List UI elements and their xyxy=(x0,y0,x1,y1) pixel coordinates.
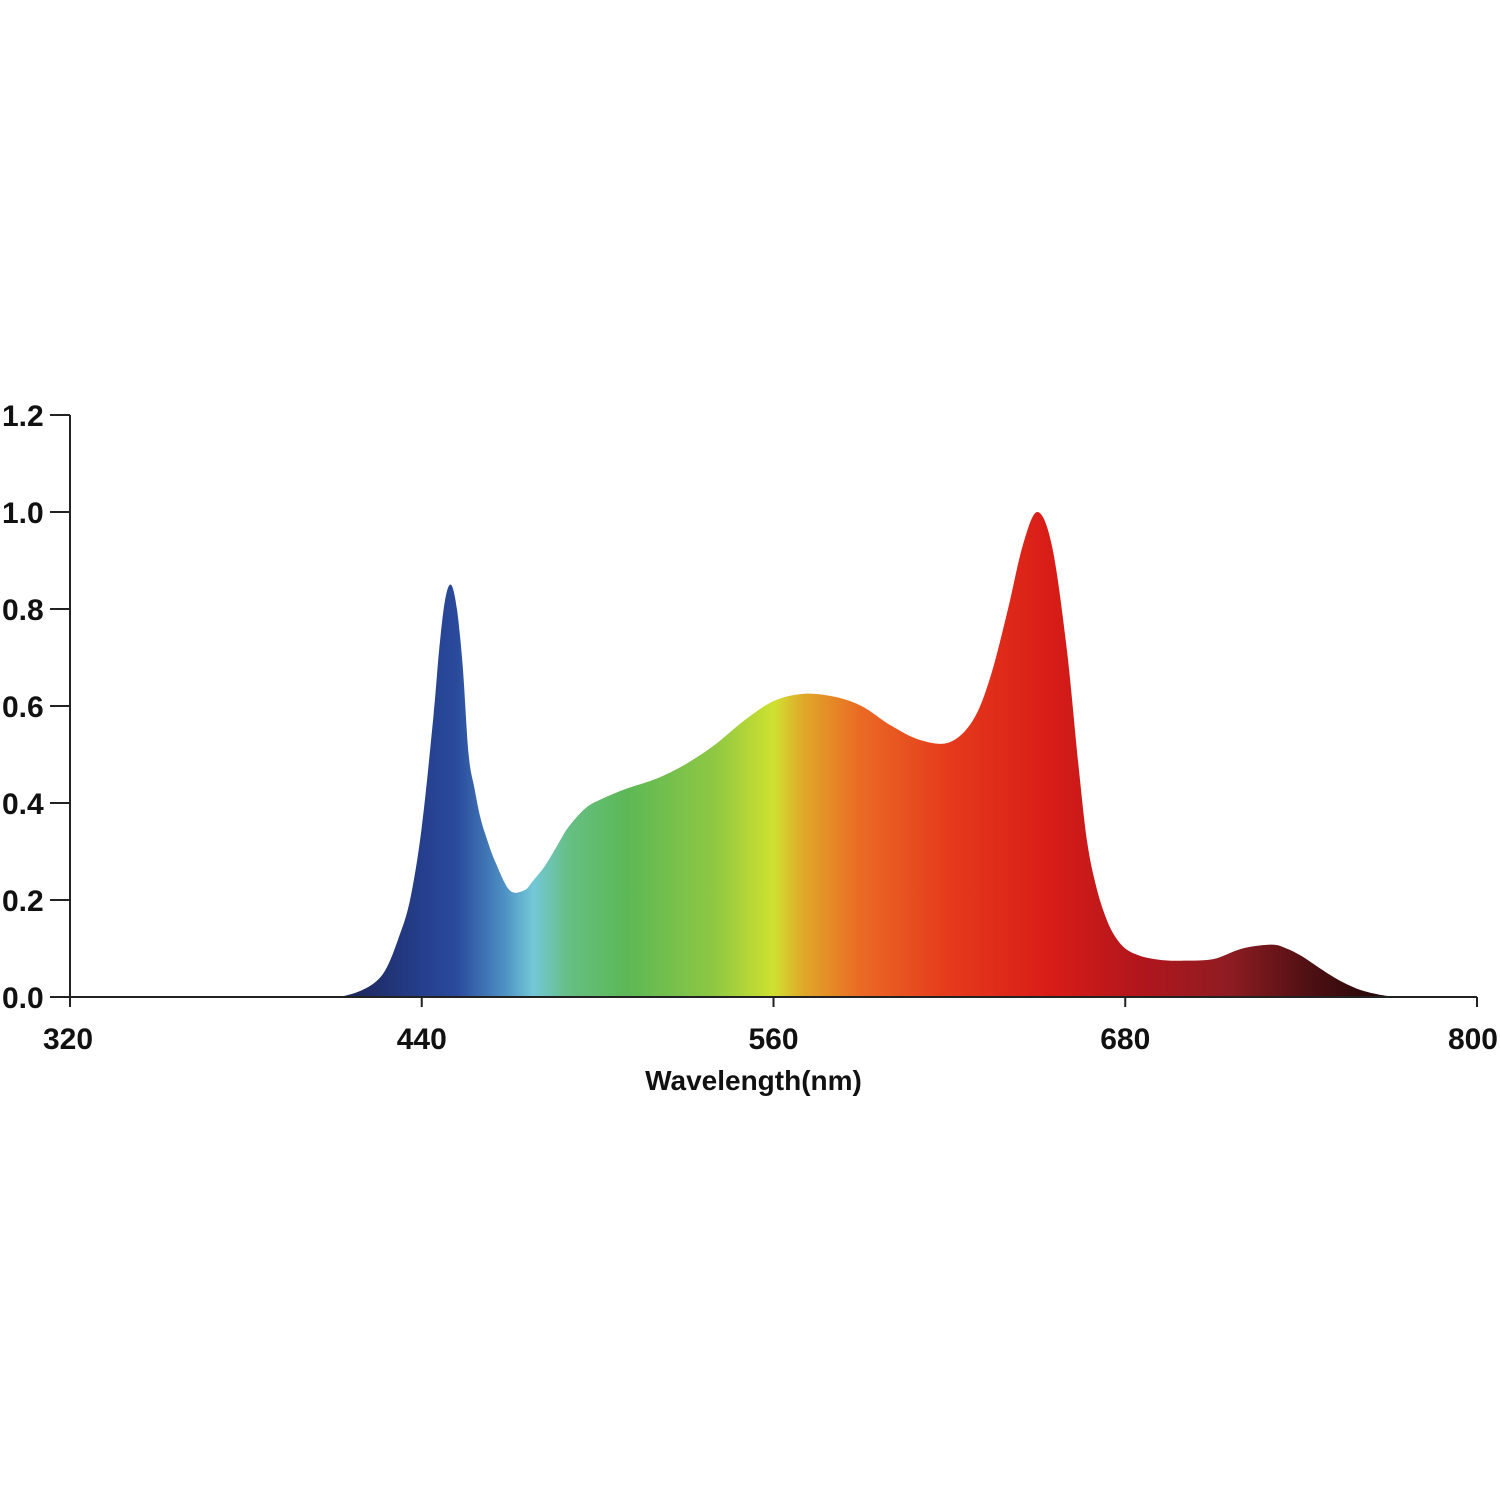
x-tick-label: 680 xyxy=(1100,1023,1150,1056)
y-tick-label: 0.2 xyxy=(2,885,44,918)
y-tick-label: 0.8 xyxy=(2,594,44,627)
y-tick-label: 1.0 xyxy=(2,497,44,530)
y-tick-label: 0.4 xyxy=(2,788,44,821)
y-tick-label: 0.6 xyxy=(2,691,44,724)
x-tick-label: 800 xyxy=(1448,1023,1498,1056)
tick-labels-layer: 320 440 560 680 800 0.0 0.2 0.4 0.6 0.8 1.0 1.2 xyxy=(2,400,1498,1056)
ticks-layer xyxy=(50,414,1478,1007)
x-tick-label: 320 xyxy=(43,1023,93,1056)
y-tick-label: 1.2 xyxy=(2,400,44,433)
spectrum-area-layer xyxy=(339,512,1413,997)
x-axis-title: Wavelength(nm) xyxy=(645,1065,862,1096)
y-tick-label: 0.0 xyxy=(2,982,44,1015)
x-tick-label: 560 xyxy=(748,1023,798,1056)
x-tick-label: 440 xyxy=(397,1023,447,1056)
spectrum-area xyxy=(339,512,1413,997)
